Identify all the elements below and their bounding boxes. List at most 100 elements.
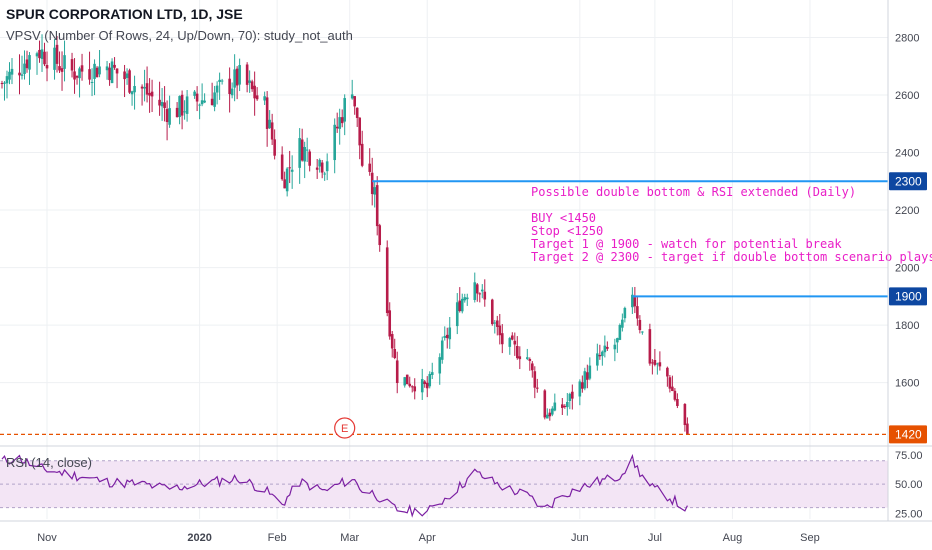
candle-body <box>113 64 116 68</box>
candle-body <box>515 345 519 359</box>
annotation-text: Possible double bottom & RSI extended (D… <box>531 185 856 199</box>
candle-body <box>648 329 652 364</box>
candle-body <box>158 99 161 106</box>
candle-body <box>80 65 84 72</box>
candle-body <box>388 310 392 337</box>
candle-body <box>265 97 269 129</box>
candle-body <box>668 377 672 389</box>
candle-body <box>63 55 66 69</box>
candle-body <box>338 117 341 129</box>
price-axis-tick: 2600 <box>895 90 919 102</box>
candle-body <box>200 100 204 105</box>
candle-body <box>525 357 529 359</box>
candle-body <box>23 63 26 75</box>
candle-body <box>378 225 382 246</box>
candle-body <box>298 138 301 168</box>
candle-body <box>210 98 214 106</box>
candle-body <box>448 327 452 340</box>
candle-body <box>656 363 659 365</box>
candle-body <box>5 76 9 84</box>
candle-body <box>420 379 424 393</box>
candle-body <box>478 293 482 295</box>
candle-body <box>25 59 29 69</box>
candle-body <box>410 386 414 388</box>
candle-body <box>213 92 216 107</box>
candle-body <box>60 68 64 72</box>
candle-body <box>428 373 432 387</box>
candle-body <box>58 66 61 71</box>
candle-body <box>613 344 617 350</box>
candle-body <box>425 382 429 389</box>
candle-body <box>671 386 674 392</box>
last-price-tag <box>889 425 927 444</box>
candle-body <box>253 85 256 99</box>
candle-body <box>638 319 642 331</box>
candle-body <box>583 371 587 389</box>
candle-body <box>350 94 354 99</box>
candle-body <box>601 351 604 357</box>
candle-body <box>473 282 477 300</box>
volume-profile-indicator-label: VPSV (Number Of Rows, 24, Up/Down, 70): … <box>6 28 353 43</box>
candle-body <box>195 93 199 102</box>
chart-title: SPUR CORPORATION LTD, 1D, JSE <box>6 6 243 22</box>
candle-body <box>273 139 276 156</box>
candle-body <box>55 44 59 64</box>
candle-body <box>405 374 409 385</box>
earnings-marker-label: E <box>341 423 348 435</box>
candle-body <box>596 353 599 366</box>
candle-body <box>438 357 442 374</box>
candle-body <box>455 302 459 327</box>
candle-body <box>633 297 637 307</box>
candles <box>0 34 689 435</box>
candle-body <box>215 85 219 93</box>
candle-body <box>233 69 236 88</box>
candle-body <box>498 325 502 336</box>
candle-body <box>45 65 49 69</box>
candle-body <box>8 71 11 80</box>
candle-body <box>248 80 251 83</box>
candle-body <box>641 331 644 333</box>
candle-body <box>443 335 447 338</box>
candle-body <box>245 64 249 85</box>
candle-body <box>40 49 44 59</box>
candle-body <box>393 348 397 358</box>
candle-body <box>290 169 294 172</box>
candle-body <box>308 151 311 166</box>
candle-body <box>203 100 206 103</box>
candle-body <box>568 393 572 401</box>
candle-body <box>358 117 362 146</box>
candle-body <box>510 335 514 340</box>
candle-body <box>343 98 346 122</box>
candle-body <box>88 69 91 80</box>
level-tag-2300 <box>889 172 927 191</box>
candle-body <box>10 68 14 75</box>
candle-body <box>93 63 96 79</box>
price-axis-tick: 1600 <box>895 378 919 390</box>
candle-body <box>571 391 574 399</box>
candle-body <box>395 360 399 383</box>
candle-body <box>75 75 79 78</box>
candle-body <box>335 126 339 129</box>
candle-body <box>110 61 114 84</box>
candle-body <box>616 338 619 343</box>
candle-body <box>531 363 534 371</box>
candle-body <box>108 67 111 81</box>
candle-body <box>280 154 284 180</box>
candle-body <box>618 325 622 340</box>
candle-body <box>518 356 522 360</box>
candle-body <box>500 333 504 345</box>
candle-body <box>28 55 31 70</box>
candle-body <box>320 162 324 173</box>
candle-body <box>285 168 289 192</box>
candle-body <box>18 72 21 76</box>
candle-body <box>480 289 484 292</box>
candle-body <box>658 362 662 367</box>
candle-body <box>475 284 479 294</box>
candle-body <box>673 390 677 400</box>
annotation-text: BUY <1450 <box>531 211 596 225</box>
time-axis-tick: Jul <box>648 532 662 544</box>
candle-body <box>128 70 131 93</box>
rsi-axis-tick: 75.00 <box>895 450 923 462</box>
candle-body <box>123 71 126 80</box>
